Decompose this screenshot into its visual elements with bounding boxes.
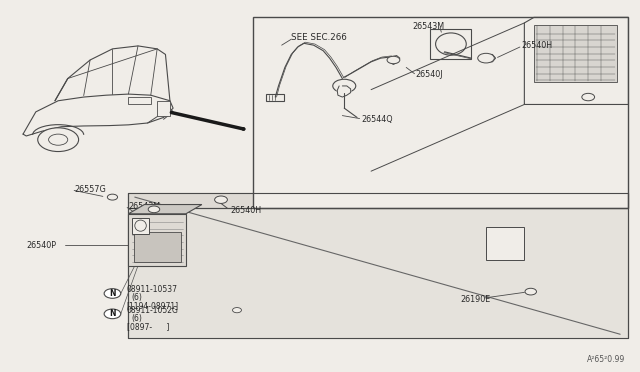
Circle shape [477,53,494,63]
Ellipse shape [135,220,147,231]
Text: 26557G: 26557G [74,185,106,194]
Circle shape [333,79,356,93]
Polygon shape [337,86,351,97]
Bar [486,227,524,260]
Bar [534,25,617,82]
Polygon shape [129,205,202,214]
Circle shape [104,309,121,319]
Text: (6): (6) [132,294,143,302]
Bar [431,29,471,59]
Text: (6): (6) [132,314,143,323]
Text: 26543M: 26543M [129,202,161,211]
Circle shape [49,134,68,145]
Polygon shape [524,17,628,105]
Text: 26543M: 26543M [413,22,445,31]
Text: A²65²0.99: A²65²0.99 [587,355,625,364]
Bar [266,94,284,101]
Bar [134,232,180,262]
Text: 26540H: 26540H [230,206,262,215]
Circle shape [148,206,160,213]
Circle shape [104,289,121,298]
Text: 08911-10537: 08911-10537 [127,285,177,294]
Text: N: N [109,310,116,318]
Text: 26190E: 26190E [461,295,491,304]
Text: 26544Q: 26544Q [362,115,393,124]
Circle shape [232,308,241,313]
Polygon shape [129,214,186,266]
Circle shape [582,93,595,101]
Text: N: N [109,289,116,298]
Text: 26540J: 26540J [416,70,444,79]
Text: SEE SEC.266: SEE SEC.266 [291,33,347,42]
Circle shape [108,194,118,200]
Polygon shape [129,193,628,208]
Bar [132,218,150,234]
Bar [253,17,628,208]
Text: [1194-08971]: [1194-08971] [127,302,179,311]
Circle shape [214,196,227,203]
Circle shape [525,288,536,295]
Ellipse shape [436,33,467,55]
Circle shape [38,128,79,151]
Polygon shape [129,208,628,338]
Text: 08911-1052G: 08911-1052G [127,306,179,315]
Text: [0897-      ]: [0897- ] [127,322,169,331]
Text: 26540J: 26540J [154,219,182,228]
Text: 26540H: 26540H [521,41,552,51]
Circle shape [387,56,400,64]
Bar [129,97,151,105]
Bar [157,101,170,116]
Text: 26540P: 26540P [26,241,56,250]
